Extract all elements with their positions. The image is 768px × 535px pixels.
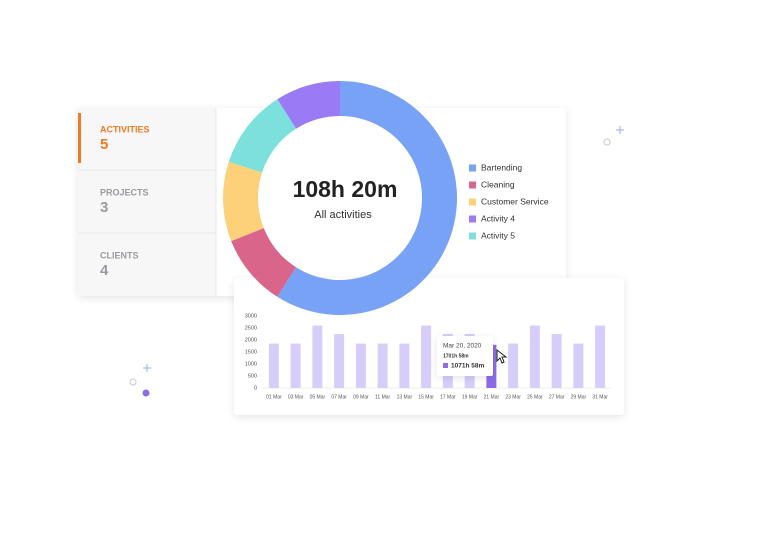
legend-label: Activity 5	[481, 230, 515, 240]
cursor	[496, 348, 508, 364]
plus-icon	[616, 126, 624, 134]
x-tick-label: 05 Mar	[310, 394, 326, 400]
donut-segment	[277, 81, 457, 315]
y-tick-label: 0	[254, 385, 257, 391]
legend-label: Activity 4	[481, 213, 515, 223]
legend-swatch	[469, 215, 476, 223]
bar	[595, 325, 606, 388]
donut-segment	[231, 228, 297, 297]
legend-swatch	[469, 164, 476, 172]
tab-label[interactable]: CLIENTS	[100, 250, 139, 260]
donut-segment	[223, 161, 264, 242]
x-tick-label: 07 Mar	[331, 394, 347, 400]
legend-swatch	[469, 181, 476, 189]
sidebar	[78, 108, 216, 296]
x-tick-label: 31 Mar	[592, 394, 608, 400]
bar	[529, 325, 540, 388]
tab[interactable]: CLIENTS 4	[100, 250, 139, 279]
tab-count[interactable]: 4	[100, 262, 109, 279]
tab-count[interactable]: 3	[100, 199, 108, 216]
x-tick-label: 13 Mar	[397, 394, 413, 400]
tooltip-value: 1071h 58m	[451, 363, 484, 370]
donut-segment	[277, 81, 340, 129]
bar	[573, 343, 584, 388]
donut-chart: 108h 20m All activities	[223, 81, 457, 315]
y-tick-label: 2000	[245, 337, 257, 343]
x-tick-label: 21 Mar	[484, 394, 500, 400]
tab-count[interactable]: 5	[100, 136, 108, 153]
dot	[142, 389, 150, 397]
decor	[129, 126, 624, 397]
x-tick-label: 29 Mar	[571, 394, 587, 400]
legend-label: Cleaning	[481, 179, 515, 189]
bar	[399, 343, 410, 388]
x-tick-label: 25 Mar	[527, 394, 543, 400]
x-tick-label: 23 Mar	[505, 394, 521, 400]
x-tick-label: 03 Mar	[288, 394, 304, 400]
legend-label: Customer Service	[481, 196, 549, 206]
y-tick-label: 1000	[245, 361, 257, 367]
tab[interactable]: PROJECTS 3	[100, 187, 149, 216]
legend-label: Bartending	[481, 162, 522, 172]
center-label: 108h 20m	[293, 176, 398, 202]
bar	[551, 334, 562, 388]
x-tick-label: 17 Mar	[440, 394, 456, 400]
tooltip-total: 1701h 58m	[443, 353, 469, 359]
plus-icon	[143, 364, 151, 372]
y-tick-label: 1500	[245, 349, 257, 355]
legend-swatch	[469, 198, 476, 206]
x-tick-label: 19 Mar	[462, 394, 478, 400]
y-tick-label: 2500	[245, 325, 257, 331]
tab-label[interactable]: PROJECTS	[100, 187, 149, 197]
x-tick-label: 27 Mar	[549, 394, 565, 400]
bar	[312, 325, 323, 388]
y-tick-label: 3000	[245, 313, 257, 319]
x-tick-label: 15 Mar	[418, 394, 434, 400]
bar-card: 0 500 1000 1500 2000 2500 3000 01 Mar 03 Mar 05 M…	[234, 278, 624, 415]
tooltip: Mar 20, 2020 1701h 58m 1071h 58m	[437, 336, 493, 376]
bar	[355, 343, 366, 388]
bar	[421, 325, 432, 388]
tab[interactable]: ACTIVITIES 5	[100, 124, 150, 153]
ring	[129, 378, 137, 386]
bar	[268, 343, 279, 388]
active-indicator	[78, 113, 81, 163]
center-sublabel: All activities	[314, 209, 372, 221]
x-tick-label: 09 Mar	[353, 394, 369, 400]
legend-swatch	[469, 232, 476, 240]
tooltip-box	[437, 336, 493, 376]
tab-label[interactable]: ACTIVITIES	[100, 124, 150, 134]
ring	[603, 138, 611, 146]
y-tick-label: 500	[248, 373, 257, 379]
tooltip-date: Mar 20, 2020	[443, 343, 482, 350]
bar	[508, 343, 519, 388]
legend: Bartending Cleaning Customer Service Activi…	[469, 162, 549, 240]
bar	[334, 334, 345, 388]
donut-segment	[228, 99, 297, 173]
bar	[290, 343, 301, 388]
x-tick-label: 11 Mar	[375, 394, 391, 400]
tooltip-swatch	[443, 363, 448, 368]
x-tick-label: 01 Mar	[266, 394, 282, 400]
bar	[377, 343, 388, 388]
